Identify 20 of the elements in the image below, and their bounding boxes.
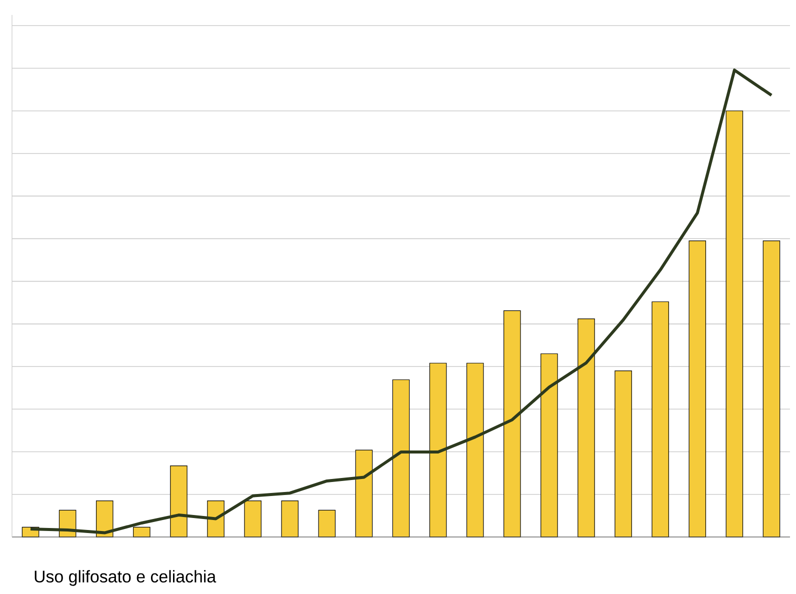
bar [762, 240, 780, 538]
bar [170, 466, 188, 538]
bar [504, 310, 521, 538]
bar [429, 362, 447, 538]
bar [688, 240, 706, 538]
bar [614, 370, 632, 538]
bar [281, 500, 298, 538]
bar [207, 500, 224, 538]
text: Uso glifosato e celiachia [34, 570, 216, 586]
bar [652, 301, 669, 538]
bar [96, 500, 114, 538]
bar [578, 318, 595, 538]
bar [318, 510, 336, 538]
bar [355, 450, 373, 538]
bar [466, 362, 484, 538]
bar [726, 110, 744, 538]
bar [244, 500, 262, 538]
bar [392, 379, 410, 538]
bar [133, 526, 150, 538]
bar [540, 353, 558, 538]
